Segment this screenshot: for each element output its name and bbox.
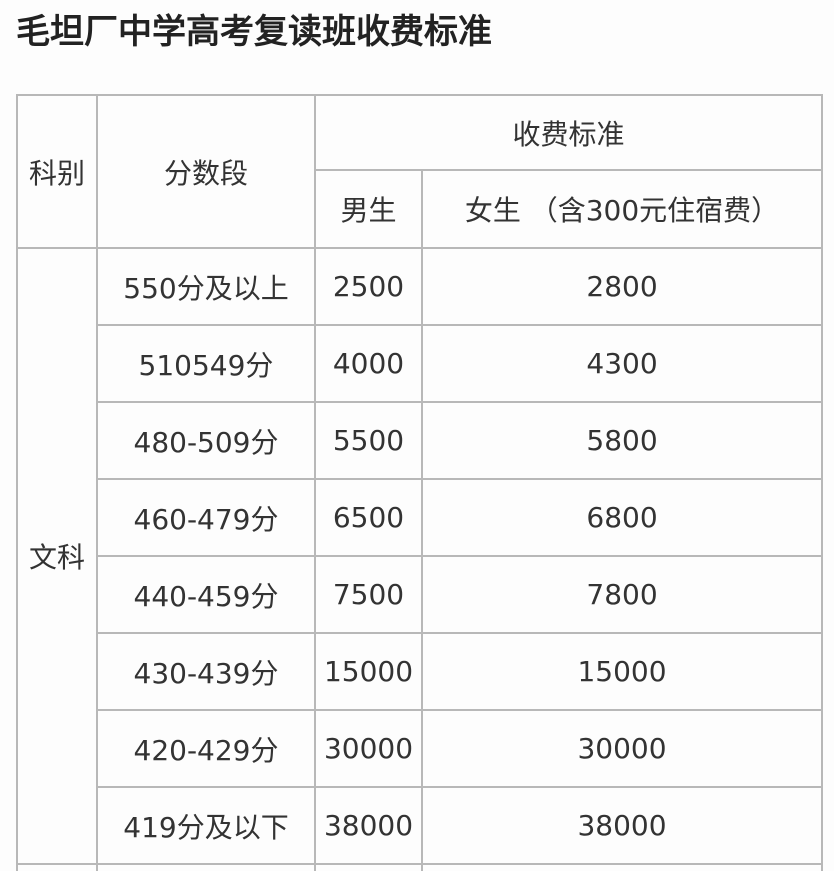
table-row: 文科 550分及以上 2500 2800 <box>16 247 824 865</box>
page-title: 毛坦厂中学高考复读班收费标准 <box>16 12 492 52</box>
table-row: 480-509分 5500 5800 <box>17 401 824 480</box>
female-fee-cell: 4300 <box>420 324 824 403</box>
score-range-cell: 550分及以上 <box>96 247 316 326</box>
female-fee-cell: 38000 <box>420 786 824 865</box>
header-subject: 科别 <box>16 94 98 249</box>
score-range-cell: 420-429分 <box>96 709 316 788</box>
male-fee-cell: 7500 <box>314 555 423 634</box>
header-male: 男生 <box>314 169 423 249</box>
header-row: 男生 女生 （含300元住宿费） <box>17 169 824 249</box>
male-fee-cell: 38000 <box>314 786 423 865</box>
table-row: 430-439分 15000 15000 <box>17 632 824 711</box>
male-fee-cell: 6500 <box>314 478 423 557</box>
female-fee-cell: 6800 <box>420 478 824 557</box>
header-score-range: 分数段 <box>96 94 316 249</box>
header-fee-standard: 收费标准 <box>313 94 824 171</box>
subject-cell: 文科 <box>16 247 98 865</box>
header-row: 科别 分数段 收费标准 <box>16 94 824 249</box>
male-fee-cell: 30000 <box>314 709 423 788</box>
score-range-cell: 430-439分 <box>96 632 316 711</box>
score-range-cell: 460-479分 <box>96 478 316 557</box>
male-fee-cell: 15000 <box>314 632 423 711</box>
male-fee-cell: 5500 <box>314 401 423 480</box>
female-fee-cell: 30000 <box>420 709 824 788</box>
female-fee-cell: 5800 <box>420 401 824 480</box>
female-fee-cell: 2800 <box>420 247 824 326</box>
score-range-cell: 510549分 <box>96 324 316 403</box>
table-row: 419分及以下 38000 38000 <box>17 786 824 865</box>
table-row: 510549分 4000 4300 <box>17 324 824 403</box>
header-female: 女生 （含300元住宿费） <box>420 169 824 249</box>
table-row: 440-459分 7500 7800 <box>17 555 824 634</box>
male-fee-cell: 2500 <box>314 247 423 326</box>
female-fee-cell: 7800 <box>420 555 824 634</box>
male-fee-cell: 4000 <box>314 324 423 403</box>
female-fee-cell: 15000 <box>420 632 824 711</box>
table-row: 420-429分 30000 30000 <box>17 709 824 788</box>
fee-table: 科别 分数段 收费标准 男生 女生 （含300元住宿费） 文科 550分及以上 25… <box>16 94 824 871</box>
score-range-cell: 480-509分 <box>96 401 316 480</box>
table-row: 460-479分 6500 6800 <box>17 478 824 557</box>
score-range-cell: 440-459分 <box>96 555 316 634</box>
score-range-cell: 419分及以下 <box>96 786 316 865</box>
